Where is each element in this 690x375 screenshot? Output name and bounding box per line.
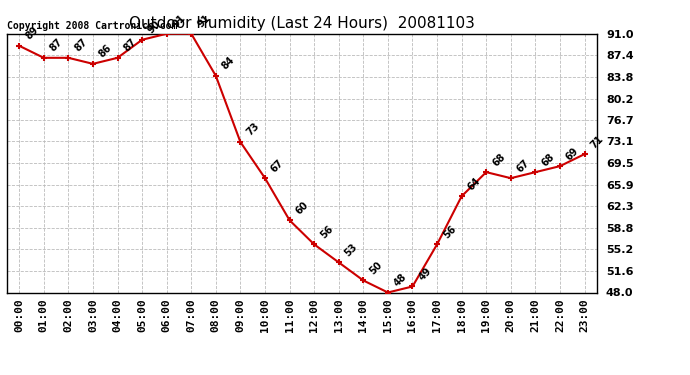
Text: Copyright 2008 Cartronics.com: Copyright 2008 Cartronics.com [7,21,177,31]
Text: 56: 56 [318,224,335,240]
Text: 87: 87 [121,37,139,54]
Text: 50: 50 [368,260,384,276]
Text: 60: 60 [294,200,310,216]
Title: Outdoor Humidity (Last 24 Hours)  20081103: Outdoor Humidity (Last 24 Hours) 2008110… [129,16,475,31]
Text: 49: 49 [417,266,433,282]
Text: 87: 87 [72,37,89,54]
Text: 86: 86 [97,43,114,60]
Text: 48: 48 [392,272,408,288]
Text: 73: 73 [244,121,262,138]
Text: 91: 91 [171,13,188,30]
Text: 67: 67 [515,158,531,174]
Text: 87: 87 [48,37,65,54]
Text: 71: 71 [589,134,605,150]
Text: 90: 90 [146,19,163,36]
Text: 68: 68 [491,151,507,168]
Text: 89: 89 [23,25,40,42]
Text: 56: 56 [441,224,458,240]
Text: 91: 91 [195,13,212,30]
Text: 84: 84 [220,55,237,72]
Text: 67: 67 [269,158,286,174]
Text: 53: 53 [343,242,359,258]
Text: 64: 64 [466,176,482,192]
Text: 69: 69 [564,146,581,162]
Text: 68: 68 [540,151,556,168]
